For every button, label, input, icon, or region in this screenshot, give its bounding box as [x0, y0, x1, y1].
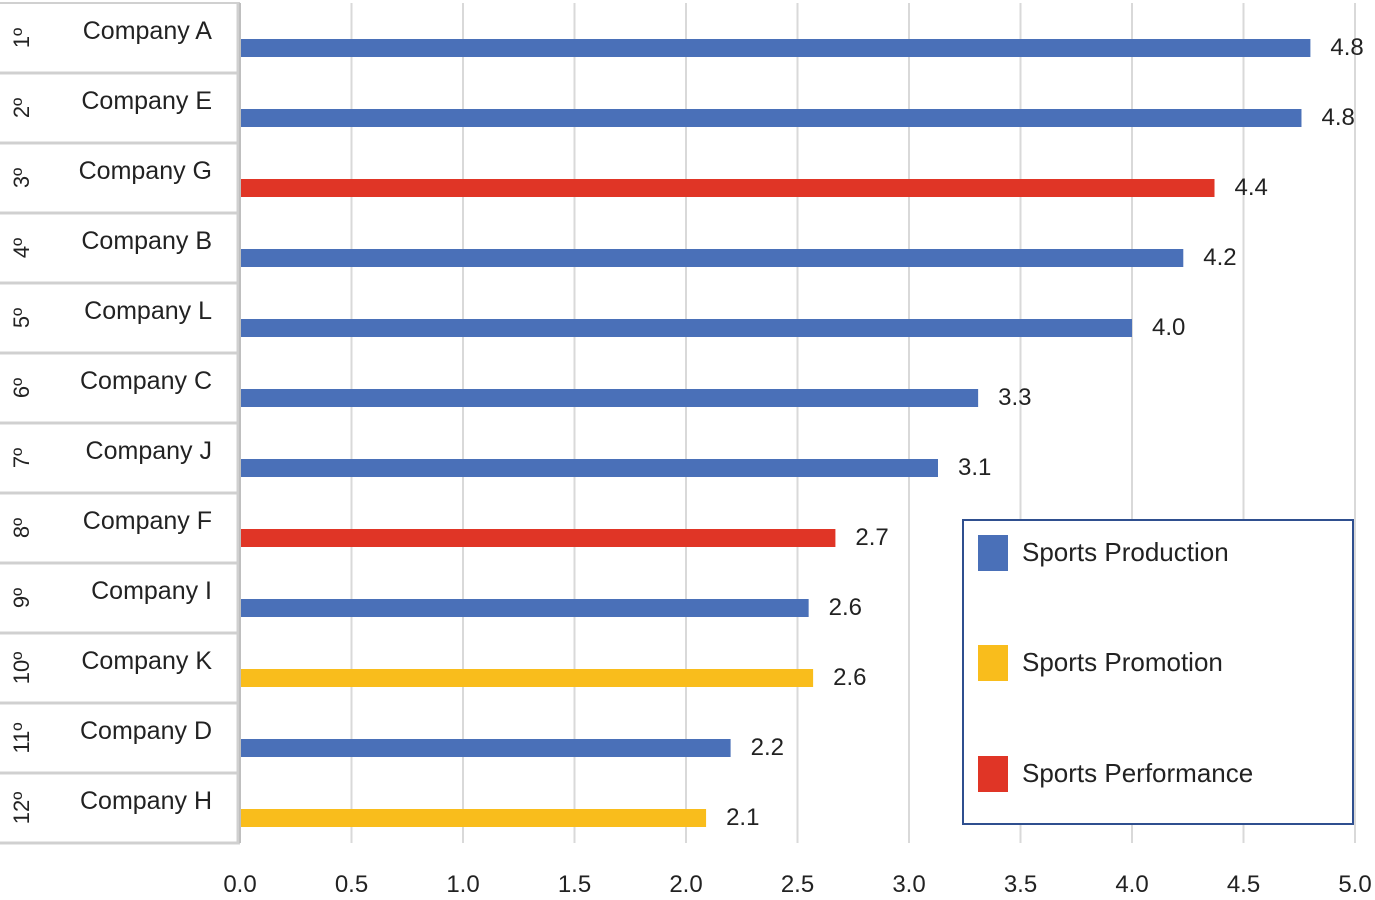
rank-label: 9º — [9, 588, 34, 608]
company-label: Company F — [83, 507, 212, 535]
data-label: 4.0 — [1152, 314, 1185, 341]
rank-label: 6º — [9, 378, 34, 398]
data-label: 2.6 — [829, 594, 862, 621]
data-label: 4.4 — [1235, 174, 1268, 201]
x-tick-label: 0.0 — [223, 871, 256, 898]
company-label: Company B — [81, 227, 212, 255]
bar-company-b — [240, 249, 1184, 267]
x-tick-label: 2.5 — [781, 871, 814, 898]
company-label: Company C — [80, 367, 212, 395]
bar-company-a — [240, 39, 1311, 57]
rank-label: 3º — [9, 168, 34, 188]
data-label: 2.2 — [751, 734, 784, 761]
rank-label: 1º — [9, 28, 34, 48]
rank-label: 2º — [9, 98, 34, 118]
data-label: 3.3 — [998, 384, 1031, 411]
x-tick-label: 1.0 — [446, 871, 479, 898]
rank-label: 7º — [9, 448, 34, 468]
data-label: 2.7 — [855, 524, 888, 551]
company-label: Company A — [83, 17, 213, 45]
x-tick-label: 5.0 — [1338, 871, 1371, 898]
legend-label: Sports Performance — [1022, 758, 1253, 788]
legend-swatch — [978, 645, 1008, 681]
legend: Sports Production Sports Promotion Sports … — [962, 519, 1354, 825]
data-label: 4.8 — [1330, 34, 1363, 61]
x-tick-label: 1.5 — [558, 871, 591, 898]
bar-company-k — [240, 669, 814, 687]
data-label: 2.1 — [726, 804, 759, 831]
rank-label: 8º — [9, 518, 34, 538]
company-label: Company G — [79, 157, 212, 185]
legend-swatch — [978, 535, 1008, 571]
rank-label: 5º — [9, 308, 34, 328]
bar-company-i — [240, 599, 809, 617]
value-labels: 4.8 4.8 4.4 4.2 4.0 3.3 3.1 2.7 2.6 2.6 2.2 2.1 — [726, 34, 1364, 831]
bar-company-l — [240, 319, 1132, 337]
company-label: Company H — [80, 787, 212, 815]
rank-label: 4º — [9, 238, 34, 258]
company-label: Company L — [84, 297, 212, 325]
bar-company-f — [240, 529, 836, 547]
data-label: 4.2 — [1203, 244, 1236, 271]
bars — [240, 39, 1311, 827]
x-tick-label: 3.0 — [892, 871, 925, 898]
company-label: Company J — [86, 437, 212, 465]
x-tick-label: 0.5 — [335, 871, 368, 898]
data-label: 4.8 — [1321, 104, 1354, 131]
company-label: Company K — [81, 647, 212, 675]
rank-label: 12º — [9, 792, 34, 825]
company-label: Company I — [91, 577, 212, 605]
data-label: 2.6 — [833, 664, 866, 691]
company-label: Company D — [80, 717, 212, 745]
bar-company-e — [240, 109, 1302, 127]
x-tick-label: 2.0 — [669, 871, 702, 898]
rank-label: 10º — [9, 652, 34, 685]
x-tick-label: 4.0 — [1115, 871, 1148, 898]
gridlines — [350, 3, 1356, 843]
data-label: 3.1 — [958, 454, 991, 481]
legend-label: Sports Promotion — [1022, 647, 1223, 677]
legend-swatch — [978, 756, 1008, 792]
rank-label: 11º — [9, 723, 34, 754]
x-tick-label: 4.5 — [1227, 871, 1260, 898]
legend-label: Sports Production — [1022, 537, 1229, 567]
x-axis: 0.0 0.5 1.0 1.5 2.0 2.5 3.0 3.5 4.0 4.5 5.0 — [223, 3, 1372, 898]
company-label: Company E — [81, 87, 212, 115]
x-tick-label: 3.5 — [1004, 871, 1037, 898]
bar-company-g — [240, 179, 1215, 197]
bar-company-h — [240, 809, 707, 827]
bar-company-j — [240, 459, 938, 477]
bar-company-d — [240, 739, 731, 757]
bar-company-c — [240, 389, 979, 407]
row-label-table: 1º Company A 2º Company E 3º Company G 4º Compa… — [0, 2, 240, 845]
legend-box — [962, 519, 1354, 825]
